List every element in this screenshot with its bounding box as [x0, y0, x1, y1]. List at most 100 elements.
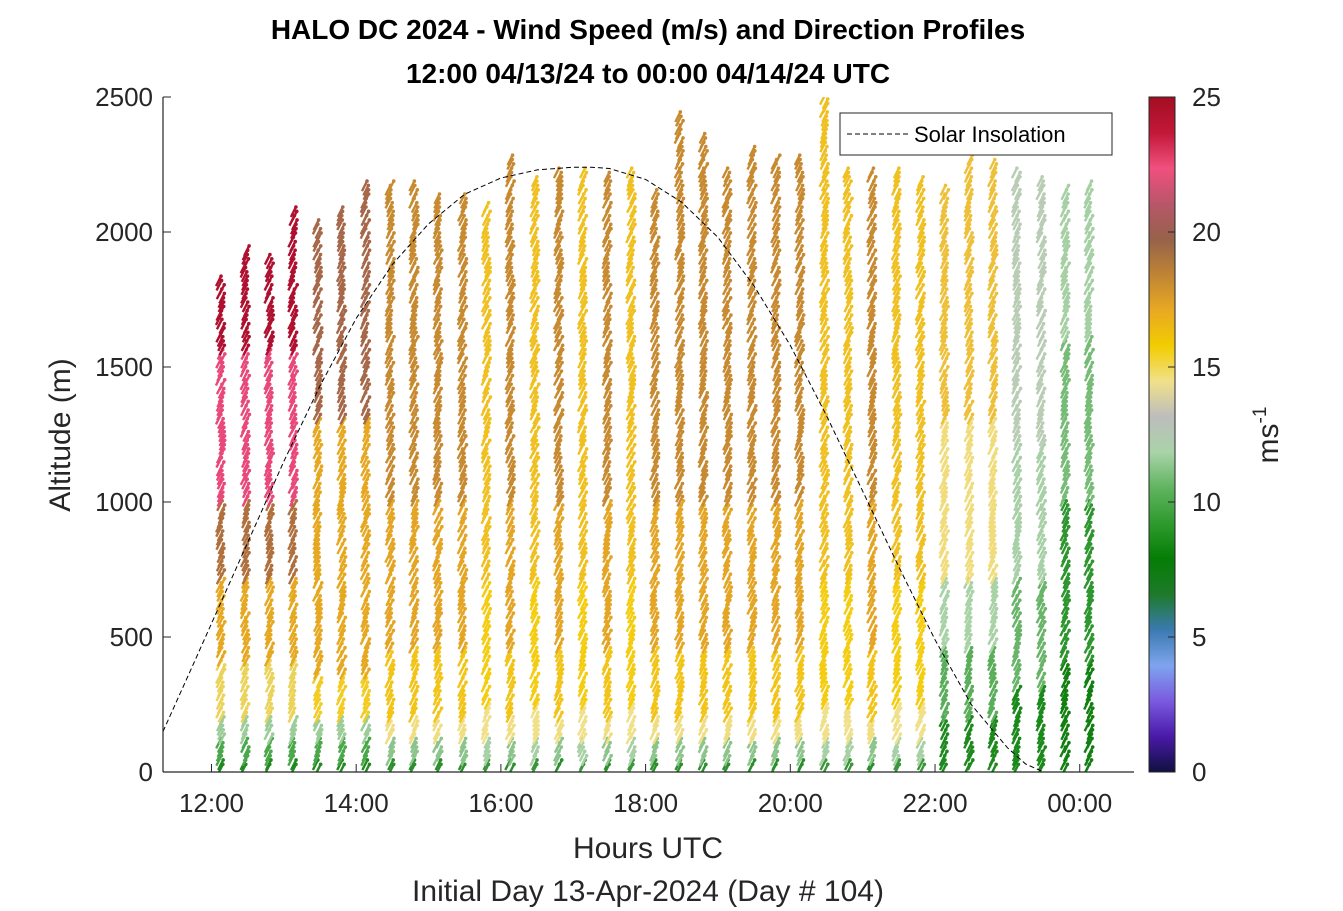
wind-barb-head: [583, 326, 587, 330]
wind-barb-head: [317, 524, 322, 529]
wind-barb: [239, 603, 247, 615]
wind-barb: [264, 349, 272, 361]
wind-barb-head: [512, 546, 516, 551]
wind-barb-head: [609, 339, 613, 343]
wind-barb: [387, 698, 395, 711]
wind-barb-head: [439, 745, 444, 749]
wind-barb: [315, 349, 323, 361]
wind-barb: [240, 578, 249, 590]
wind-barb: [288, 590, 296, 603]
wind-barb-head: [631, 170, 636, 175]
wind-barb-head: [270, 706, 275, 710]
wind-barb: [313, 750, 321, 762]
wind-barb: [336, 275, 344, 287]
wind-barb: [387, 210, 395, 222]
wind-barb-head: [390, 524, 395, 529]
wind-barb-head: [609, 360, 613, 365]
wind-barb: [336, 720, 344, 732]
wind-barb-head: [221, 542, 226, 546]
wind-barb-head: [293, 248, 297, 253]
wind-profile: [311, 218, 324, 772]
wind-barb-head: [415, 684, 420, 689]
wind-barb: [242, 258, 250, 270]
wind-barb-head: [488, 606, 493, 611]
wind-barb-head: [440, 248, 444, 253]
wind-barb: [287, 279, 295, 291]
wind-barb-head: [222, 663, 227, 667]
wind-barb-head: [342, 425, 346, 430]
wind-barb: [265, 422, 273, 434]
wind-barb-head: [390, 650, 394, 654]
wind-barb-head: [560, 719, 565, 723]
wind-barb-head: [343, 667, 348, 672]
wind-barb: [314, 413, 322, 425]
wind-barb: [287, 327, 295, 339]
wind-barb-head: [246, 257, 251, 261]
wind-barb-head: [367, 239, 372, 244]
wind-barb-head: [511, 486, 516, 490]
wind-barb-head: [219, 274, 223, 278]
wind-barb-head: [559, 248, 563, 253]
wind-barb: [240, 711, 248, 723]
wind-barb-head: [367, 689, 372, 693]
wind-barb-head: [609, 403, 613, 408]
wind-barb-head: [534, 490, 539, 494]
wind-barb-head: [560, 378, 564, 382]
wind-barb: [360, 686, 369, 698]
wind-barb: [312, 241, 320, 253]
wind-barb-head: [536, 343, 540, 348]
wind-barb-head: [342, 624, 347, 628]
wind-barb-head: [583, 732, 588, 736]
wind-barb: [289, 366, 297, 378]
wind-barb-head: [222, 386, 226, 391]
wind-barb-head: [584, 689, 589, 693]
wind-barb: [314, 612, 322, 624]
wind-barb-head: [318, 252, 323, 257]
wind-barb-head: [559, 758, 564, 762]
wind-barb-head: [246, 447, 251, 451]
wind-barb-head: [271, 261, 275, 265]
wind-barb: [266, 547, 274, 559]
wind-barb-head: [511, 455, 515, 460]
wind-barb: [388, 241, 396, 253]
wind-barb-head: [415, 719, 420, 723]
wind-barb: [290, 444, 298, 456]
wind-barb: [336, 759, 344, 771]
wind-barb-head: [609, 304, 613, 309]
wind-barb-head: [392, 334, 396, 339]
wind-barb: [363, 284, 371, 296]
wind-barb: [312, 323, 320, 335]
wind-barb-head: [365, 680, 370, 685]
wind-barb: [218, 353, 226, 365]
wind-barb-head: [536, 615, 541, 620]
wind-barb-head: [536, 654, 540, 659]
wind-barb-head: [245, 360, 249, 365]
wind-barb-head: [367, 261, 371, 265]
wind-barb-head: [416, 663, 420, 667]
wind-barb-head: [511, 598, 515, 602]
wind-barb-head: [607, 170, 612, 175]
wind-barb-head: [319, 702, 323, 706]
wind-barb-head: [631, 235, 636, 240]
wind-barb: [362, 210, 370, 222]
wind-barb: [360, 180, 369, 192]
wind-barb: [313, 258, 322, 270]
wind-barb-head: [247, 321, 251, 326]
wind-barb: [363, 271, 371, 283]
wind-barb: [288, 690, 296, 702]
wind-barb-head: [317, 520, 321, 525]
wind-barb-head: [318, 412, 323, 417]
wind-barb-head: [343, 343, 348, 348]
wind-barb-head: [558, 326, 563, 330]
wind-barb: [266, 310, 274, 322]
wind-barb: [385, 694, 394, 706]
wind-barb-head: [415, 637, 419, 641]
wind-barb: [315, 677, 323, 689]
wind-barb-head: [511, 507, 515, 512]
wind-barb: [315, 629, 323, 641]
wind-barb-head: [415, 645, 420, 650]
wind-barb: [216, 642, 224, 654]
wind-barb: [291, 284, 299, 296]
wind-barb-head: [439, 736, 444, 741]
wind-barb: [385, 370, 393, 382]
